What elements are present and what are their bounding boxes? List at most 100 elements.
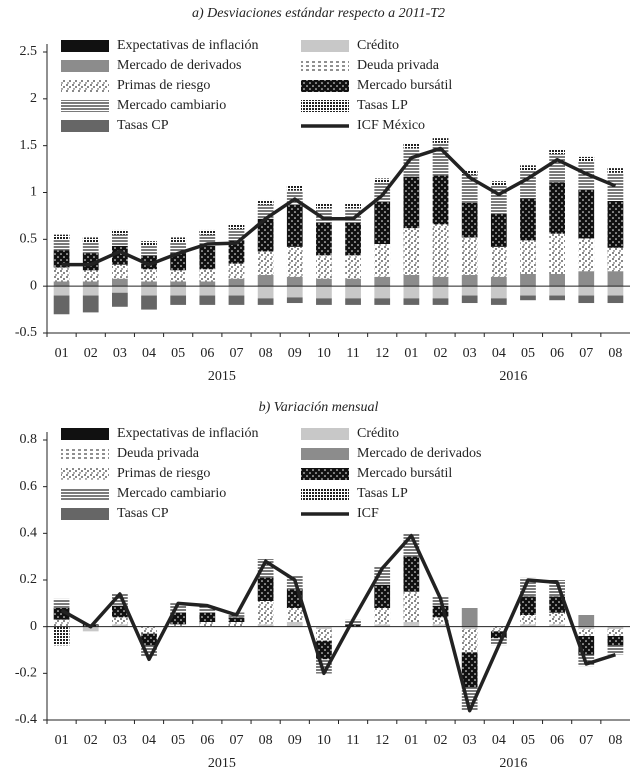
legend-label: Mercado de derivados: [117, 58, 241, 73]
bar-segment: [82, 295, 99, 313]
bar-segment: [607, 295, 624, 304]
bar-segment: [82, 281, 99, 287]
bar-segment: [228, 229, 245, 241]
bar-segment: [286, 286, 303, 298]
bar-segment: [112, 594, 128, 606]
legend-label: Expectativas de inflación: [117, 426, 259, 441]
x-tick-label: 05: [171, 346, 185, 361]
bar-segment: [316, 626, 332, 629]
bar-segment: [345, 278, 361, 287]
bar-segment: [170, 281, 187, 287]
bar-segment: [345, 255, 361, 279]
x-tick-label: 06: [200, 346, 214, 361]
bar-segment: [141, 245, 157, 256]
bar-segment: [82, 270, 99, 282]
legend-label: Crédito: [357, 38, 399, 53]
legend-swatch: [61, 120, 109, 132]
bar-segment: [578, 295, 595, 304]
bar-segment: [607, 626, 624, 629]
legend-swatch: [61, 40, 109, 52]
legend-label: Crédito: [357, 426, 399, 441]
bar-segment: [607, 645, 624, 655]
bar-segment: [607, 636, 624, 646]
bar-segment: [257, 199, 274, 205]
group-label: 2016: [499, 756, 527, 771]
bar-segment: [432, 605, 449, 618]
bar-segment: [520, 198, 536, 241]
bar-segment: [432, 138, 449, 143]
bar-segment: [199, 286, 216, 296]
bar-segment: [374, 276, 391, 287]
x-tick-label: 01: [404, 346, 418, 361]
bar-segment: [141, 286, 157, 296]
bar-segment: [432, 224, 449, 277]
bar-segment: [53, 234, 70, 240]
bar-segment: [578, 629, 595, 636]
bar-segment: [490, 298, 507, 305]
bar-segment: [403, 556, 420, 592]
legend-label: Deuda privada: [117, 446, 200, 461]
x-tick-label: 05: [521, 346, 535, 361]
legend-swatch: [301, 60, 349, 72]
bar-segment: [520, 165, 536, 171]
bar-segment: [461, 274, 478, 287]
bar-segment: [141, 269, 157, 282]
legend-swatch: [301, 428, 349, 440]
x-tick-label: 01: [55, 733, 69, 748]
bar-segment: [578, 626, 595, 629]
bar-segment: [578, 156, 595, 162]
bar-segment: [53, 295, 70, 315]
bar-segment: [374, 286, 391, 299]
bar-segment: [53, 626, 70, 646]
bar-segment: [520, 273, 536, 287]
y-tick-label: 1.5: [20, 138, 38, 153]
legend-label: Expectativas de inflación: [117, 38, 259, 53]
bar-segment: [228, 240, 245, 264]
bar-segment: [607, 286, 624, 296]
bar-segment: [607, 172, 624, 201]
bar-segment: [520, 240, 536, 274]
bar-segment: [316, 629, 332, 641]
legend-swatch: [301, 448, 349, 460]
bar-segment: [316, 203, 332, 209]
legend-label: Mercado bursátil: [357, 78, 452, 93]
x-tick-label: 01: [404, 733, 418, 748]
x-tick-label: 07: [579, 346, 593, 361]
legend-label: Tasas CP: [117, 506, 169, 521]
group-label: 2016: [499, 369, 527, 384]
bar-segment: [549, 612, 565, 625]
bar-segment: [520, 624, 536, 627]
bar-segment: [520, 596, 536, 615]
group-label: 2015: [208, 369, 236, 384]
bar-segment: [549, 273, 565, 287]
bar-segment: [286, 608, 303, 622]
bar-segment: [257, 274, 274, 287]
legend-label: Tasas LP: [357, 486, 408, 501]
x-tick-label: 10: [317, 346, 331, 361]
bar-segment: [170, 295, 187, 305]
bar-segment: [461, 286, 478, 296]
bar-segment: [257, 218, 274, 252]
legend-swatch: [61, 60, 109, 72]
bar-segment: [461, 202, 478, 238]
bar-segment: [461, 237, 478, 275]
bar-segment: [53, 267, 70, 282]
x-tick-label: 03: [463, 733, 477, 748]
bar-segment: [461, 170, 478, 175]
bar-segment: [112, 264, 128, 279]
bar-segment: [549, 295, 565, 301]
bar-segment: [607, 247, 624, 272]
bar-segment: [345, 286, 361, 299]
bar-segment: [286, 246, 303, 277]
bar-segment: [461, 629, 478, 653]
bar-segment: [461, 608, 478, 627]
legend-swatch: [301, 100, 349, 112]
y-tick-label: 0.4: [20, 526, 38, 541]
bar-segment: [170, 286, 187, 296]
bar-segment: [112, 229, 128, 235]
bar-segment: [432, 175, 449, 225]
bar-segment: [199, 622, 216, 627]
x-tick-label: 02: [434, 733, 448, 748]
bar-segment: [141, 633, 157, 646]
